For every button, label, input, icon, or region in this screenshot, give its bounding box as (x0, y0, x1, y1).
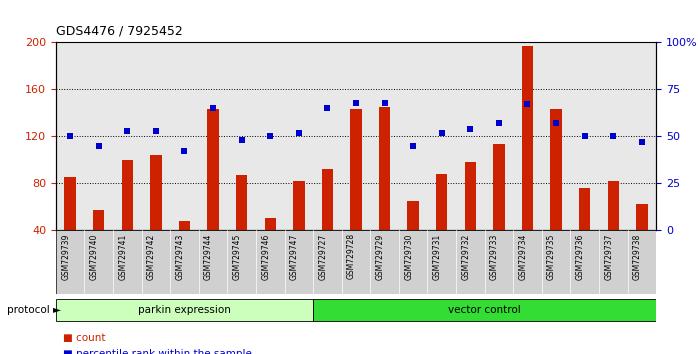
Text: GSM729739: GSM729739 (61, 233, 70, 280)
Text: GSM729744: GSM729744 (204, 233, 213, 280)
Bar (322, 169, 333, 277)
Text: GSM729734: GSM729734 (519, 233, 528, 280)
Text: GSM729727: GSM729727 (318, 233, 327, 280)
Text: protocol ►: protocol ► (7, 305, 61, 315)
Text: GSM729738: GSM729738 (633, 233, 642, 280)
Text: GDS4476 / 7925452: GDS4476 / 7925452 (56, 24, 183, 38)
Bar (436, 174, 447, 277)
Text: ■ percentile rank within the sample: ■ percentile rank within the sample (63, 349, 252, 354)
Text: GSM729731: GSM729731 (433, 233, 442, 280)
Bar (465, 162, 476, 277)
Bar (408, 201, 419, 277)
Bar (121, 160, 133, 277)
Bar (379, 107, 390, 277)
Text: GSM729741: GSM729741 (118, 233, 127, 280)
Text: GSM729746: GSM729746 (261, 233, 270, 280)
Text: GSM729733: GSM729733 (490, 233, 499, 280)
Text: GSM729736: GSM729736 (576, 233, 585, 280)
Text: GSM729743: GSM729743 (175, 233, 184, 280)
Bar (293, 181, 304, 277)
Bar (579, 188, 591, 277)
Bar (350, 109, 362, 277)
Bar (179, 221, 190, 277)
Text: GSM729745: GSM729745 (232, 233, 242, 280)
Text: GSM729732: GSM729732 (461, 233, 470, 280)
Text: GSM729729: GSM729729 (376, 233, 385, 280)
Bar (93, 210, 105, 277)
Text: GSM729735: GSM729735 (547, 233, 556, 280)
Bar (265, 218, 276, 277)
Bar (522, 46, 533, 277)
Bar (56, 299, 313, 321)
Bar (313, 299, 656, 321)
Bar (550, 109, 562, 277)
Bar (150, 155, 162, 277)
Bar (64, 177, 76, 277)
Text: parkin expression: parkin expression (138, 305, 231, 315)
Bar (493, 144, 505, 277)
Text: GSM729737: GSM729737 (604, 233, 614, 280)
Bar (607, 181, 619, 277)
Text: GSM729747: GSM729747 (290, 233, 299, 280)
Bar (636, 204, 648, 277)
Bar (207, 109, 218, 277)
Text: GSM729728: GSM729728 (347, 233, 356, 279)
Text: GSM729740: GSM729740 (90, 233, 98, 280)
Text: GSM729730: GSM729730 (404, 233, 413, 280)
Text: GSM729742: GSM729742 (147, 233, 156, 280)
Text: ■ count: ■ count (63, 333, 105, 343)
Bar (236, 175, 247, 277)
Text: vector control: vector control (448, 305, 521, 315)
